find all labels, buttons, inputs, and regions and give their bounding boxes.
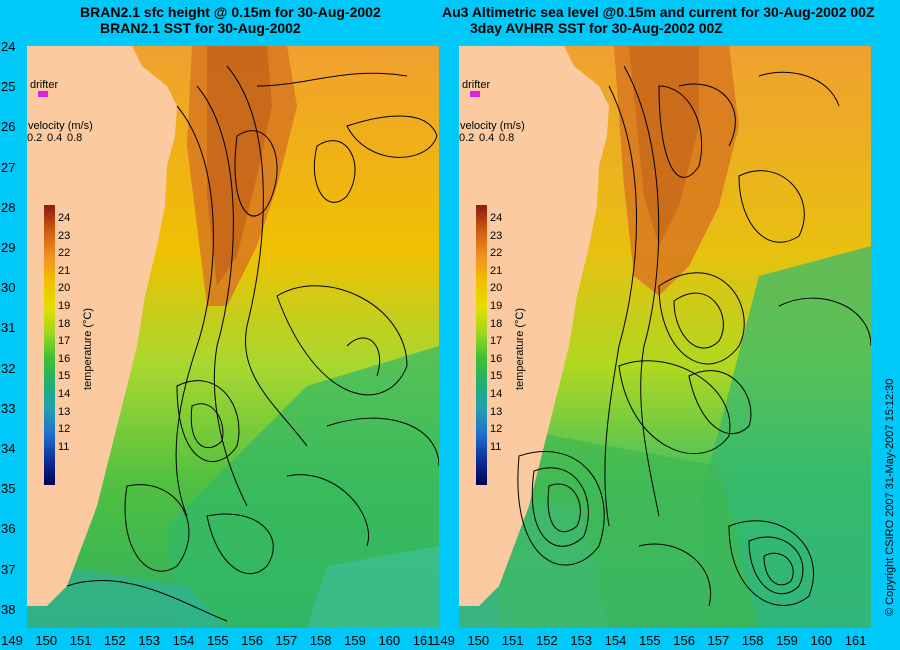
left-colorbar-title: temperature (°C) [82, 307, 94, 390]
left-drifter-label: drifter [30, 79, 59, 91]
left-drifter-marker-icon [38, 91, 48, 97]
right-colorbar-tick: 24 [490, 212, 503, 224]
left-colorbar-tick: 15 [58, 370, 71, 383]
left-x-tick-label: 153 [138, 633, 161, 648]
right-colorbar-tick: 14 [490, 388, 503, 400]
y-tick-label: 30 [1, 280, 16, 296]
left-x-tick-label: 152 [104, 633, 126, 648]
left-x-tick-label: 156 [241, 633, 263, 648]
left-velocity-label: velocity (m/s) [28, 120, 93, 132]
right-x-tick-label: 159 [776, 633, 798, 648]
right-sst-map [459, 46, 871, 628]
right-colorbar-tick: 20 [490, 282, 503, 295]
right-x-tick-label: 149 [433, 633, 455, 648]
y-tick-label: 25 [1, 79, 16, 95]
right-colorbar-tick: 22 [490, 247, 503, 260]
right-colorbar [476, 205, 487, 485]
right-title-line2: 3day AVHRR SST for 30-Aug-2002 00Z [470, 20, 723, 36]
left-x-tick-label: 158 [309, 633, 332, 648]
y-tick-label: 36 [1, 521, 16, 537]
right-x-tick-label: 153 [570, 633, 593, 648]
right-velocity-scale-3: 0.8 [499, 132, 515, 144]
left-colorbar-tick: 18 [58, 317, 71, 330]
left-x-tick-label: 160 [378, 633, 401, 648]
right-colorbar-tick: 11 [490, 440, 502, 453]
y-tick-label: 33 [1, 400, 16, 416]
left-colorbar-tick: 16 [58, 352, 71, 365]
right-map-panel [459, 46, 871, 628]
left-colorbar-tick: 11 [58, 440, 70, 453]
left-colorbar-tick: 24 [58, 212, 71, 224]
y-tick-label: 35 [1, 481, 16, 497]
left-colorbar-tick: 13 [58, 405, 71, 418]
right-x-tick-label: 161 [844, 633, 867, 648]
left-map-panel [27, 46, 439, 628]
left-title-line1: BRAN2.1 sfc height @ 0.15m for 30-Aug-20… [80, 4, 381, 20]
right-x-tick-label: 158 [741, 633, 764, 648]
right-velocity-scale-1: 0.2 [459, 132, 475, 144]
right-colorbar-tick: 17 [490, 335, 503, 348]
left-colorbar [44, 205, 55, 485]
left-sst-map [27, 46, 439, 628]
y-tick-label: 31 [1, 320, 16, 336]
y-tick-label: 27 [1, 159, 16, 175]
right-x-tick-label: 155 [638, 633, 661, 648]
left-colorbar-tick: 14 [58, 388, 71, 400]
left-x-tick-label: 159 [344, 633, 366, 648]
right-colorbar-tick: 16 [490, 352, 503, 365]
right-colorbar-tick: 19 [490, 300, 503, 312]
right-colorbar-title: temperature (°C) [514, 307, 526, 390]
right-x-tick-label: 154 [604, 633, 627, 648]
left-x-tick-label: 157 [275, 633, 298, 648]
right-colorbar-tick: 13 [490, 405, 503, 418]
right-x-tick-label: 157 [707, 633, 730, 648]
y-tick-label: 32 [1, 360, 16, 376]
right-colorbar-tick: 23 [490, 229, 503, 242]
y-tick-label: 24 [1, 39, 16, 54]
right-drifter-label: drifter [462, 79, 491, 91]
right-velocity-label: velocity (m/s) [460, 120, 525, 132]
left-velocity-scale-1: 0.2 [27, 132, 43, 144]
y-tick-label: 28 [1, 199, 16, 215]
left-colorbar-tick: 12 [58, 423, 71, 436]
left-title-line2: BRAN2.1 SST for 30-Aug-2002 [100, 20, 301, 36]
right-x-tick-label: 156 [673, 633, 695, 648]
left-x-tick-label: 161 [412, 633, 435, 648]
left-colorbar-tick: 22 [58, 247, 71, 260]
right-velocity-scale-2: 0.4 [479, 132, 495, 144]
right-colorbar-tick: 21 [490, 264, 503, 277]
copyright-label: © Copyright CSIRO 2007 31-May-2007 15:12… [884, 378, 896, 616]
right-colorbar-tick: 15 [490, 370, 503, 383]
left-x-tick-label: 154 [172, 633, 195, 648]
y-tick-label: 34 [1, 441, 16, 456]
left-colorbar-tick: 19 [58, 300, 71, 312]
right-x-tick-label: 160 [810, 633, 833, 648]
left-x-tick-label: 149 [1, 633, 23, 648]
y-tick-label: 29 [1, 240, 16, 255]
left-x-tick-label: 150 [35, 633, 58, 648]
right-colorbar-tick: 12 [490, 423, 503, 436]
right-colorbar-tick: 18 [490, 317, 503, 330]
left-velocity-scale-2: 0.4 [47, 132, 63, 144]
left-colorbar-tick: 23 [58, 229, 71, 242]
right-drifter-marker-icon [470, 91, 480, 97]
left-colorbar-tick: 20 [58, 282, 71, 295]
y-tick-label: 38 [1, 601, 16, 617]
left-x-tick-label: 151 [69, 633, 92, 648]
y-tick-label: 37 [1, 561, 16, 577]
right-x-tick-label: 150 [467, 633, 490, 648]
y-tick-label: 26 [1, 119, 16, 135]
left-colorbar-tick: 17 [58, 335, 71, 348]
right-title-line1: Au3 Altimetric sea level @0.15m and curr… [442, 4, 875, 20]
left-velocity-scale-3: 0.8 [67, 132, 83, 144]
right-x-tick-label: 151 [501, 633, 524, 648]
left-x-tick-label: 155 [206, 633, 229, 648]
right-x-tick-label: 152 [536, 633, 558, 648]
left-colorbar-tick: 21 [58, 264, 71, 277]
